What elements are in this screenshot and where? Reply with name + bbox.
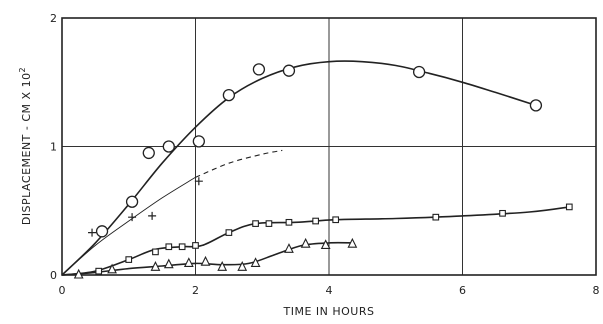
series-3-point-11 — [320, 239, 331, 249]
series-0-point-7 — [282, 64, 296, 77]
data-points — [73, 63, 573, 279]
y-axis-title-exponent: 2 — [18, 67, 27, 73]
series-0-point-9 — [529, 99, 543, 112]
series-3-point-6 — [217, 261, 228, 271]
series-2-point-10 — [312, 217, 320, 225]
series-2-point-12 — [432, 213, 440, 221]
series-2-point-8 — [265, 220, 273, 227]
series-3-point-10 — [300, 237, 311, 248]
tick-labels: 0 2 4 6 8 0 1 2 — [50, 12, 600, 297]
series-0-point-2 — [142, 146, 155, 160]
x-axis-title: TIME IN HOURS — [283, 305, 375, 318]
series-1-point-2 — [148, 211, 157, 220]
y-tick-label-2: 2 — [50, 12, 57, 25]
series-1-curve — [61, 149, 283, 276]
series-0-point-0 — [95, 225, 109, 238]
series-3-point-5 — [200, 255, 211, 266]
series-2-point-14 — [565, 203, 573, 211]
series-3-point-9 — [284, 243, 294, 253]
plot-frame — [61, 17, 597, 276]
y-tick-label-0: 0 — [50, 269, 57, 282]
series-2-point-6 — [225, 229, 233, 236]
series-3-point-8 — [250, 257, 261, 267]
series-2-curve — [61, 206, 570, 276]
series-0-markers — [95, 63, 543, 238]
series-0-point-5 — [222, 88, 236, 102]
series-1-point-1 — [128, 213, 137, 222]
series-3-point-7 — [237, 261, 248, 271]
series-2-point-1 — [125, 256, 133, 263]
y-axis-title-main: DISPLACEMENT - CM X 10 — [20, 72, 33, 225]
x-tick-label-4: 8 — [593, 284, 600, 297]
series-3-point-0 — [73, 268, 84, 279]
series-2-point-5 — [192, 242, 199, 249]
series-2-point-7 — [252, 220, 259, 227]
x-tick-label-0: 0 — [59, 284, 66, 297]
series-2-point-4 — [178, 243, 186, 251]
series-0-point-4 — [192, 135, 205, 148]
series-1-fit-line-extension — [195, 149, 283, 178]
series-1-markers — [88, 177, 203, 237]
series-2-point-2 — [152, 248, 159, 256]
x-tick-label-1: 2 — [192, 284, 199, 297]
grid — [62, 18, 596, 275]
series-0-point-8 — [412, 65, 426, 79]
series-2-fit-line — [61, 206, 570, 276]
x-tick-label-2: 4 — [326, 284, 333, 297]
series-2-point-11 — [332, 216, 340, 224]
series-2-point-3 — [165, 243, 173, 251]
series-3-point-3 — [163, 258, 174, 269]
series-3-point-1 — [107, 263, 117, 274]
y-tick-label-1: 1 — [50, 141, 57, 154]
series-2-point-9 — [285, 218, 293, 226]
series-1-fit-line — [61, 176, 196, 276]
series-1-point-3 — [194, 177, 203, 186]
series-2-markers — [95, 203, 573, 275]
series-2-point-0 — [95, 267, 103, 275]
series-3-point-4 — [183, 257, 194, 267]
series-0-curve — [61, 60, 537, 276]
series-3-point-12 — [347, 237, 358, 248]
series-1-point-0 — [88, 228, 97, 237]
series-0-point-3 — [162, 140, 175, 153]
series-0-point-1 — [125, 195, 139, 208]
series-2-point-13 — [499, 209, 506, 217]
series-0-fit-line — [61, 60, 537, 276]
series-0-point-6 — [252, 63, 266, 76]
x-tick-label-3: 6 — [459, 284, 466, 297]
curves — [61, 60, 570, 276]
series-3-point-2 — [150, 261, 161, 271]
y-axis-title: DISPLACEMENT - CM X 102 — [18, 67, 33, 225]
series-3-markers — [73, 237, 358, 279]
